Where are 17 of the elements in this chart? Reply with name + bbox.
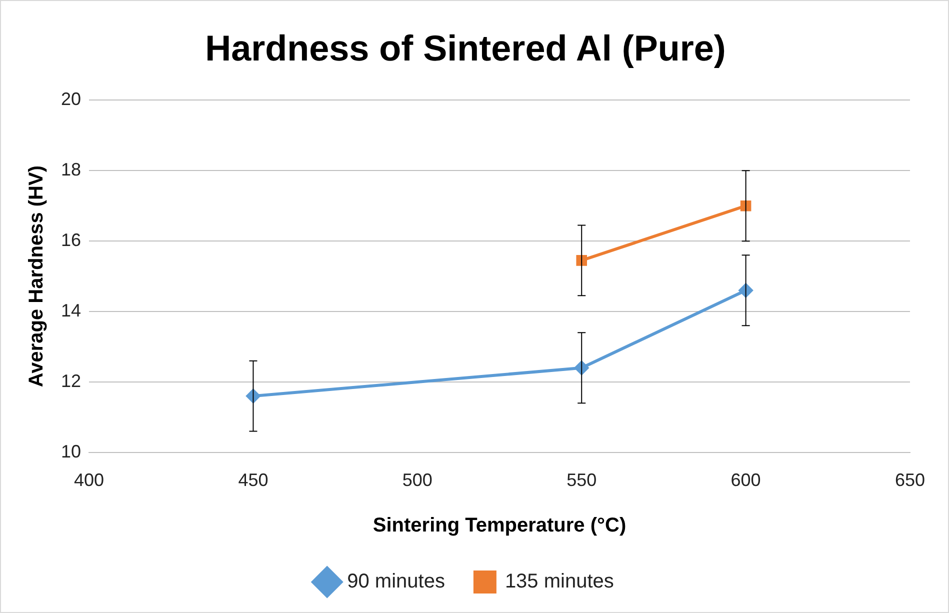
y-tick-label: 16 <box>60 230 82 250</box>
legend-label: 90 minutes <box>347 570 445 593</box>
y-tick-label: 18 <box>60 160 82 180</box>
x-tick-label: 550 <box>566 470 597 490</box>
y-axis-title: Average Hardness (HV) <box>26 166 48 388</box>
y-tick-label: 14 <box>60 300 82 320</box>
y-tick-label: 20 <box>60 89 82 110</box>
x-tick-label: 650 <box>894 470 926 490</box>
x-tick-label: 450 <box>238 470 268 490</box>
x-axis-title: Sintering Temperature (°C) <box>372 514 626 537</box>
x-tick-label: 400 <box>74 470 104 490</box>
y-tick-label: 12 <box>60 370 82 391</box>
chart-title: Hardness of Sintered Al (Pure) <box>205 28 726 69</box>
x-tick-label: 600 <box>730 470 761 490</box>
legend-label: 135 minutes <box>504 570 614 593</box>
y-tick-label: 10 <box>60 441 82 462</box>
x-tick-label: 500 <box>402 470 432 490</box>
